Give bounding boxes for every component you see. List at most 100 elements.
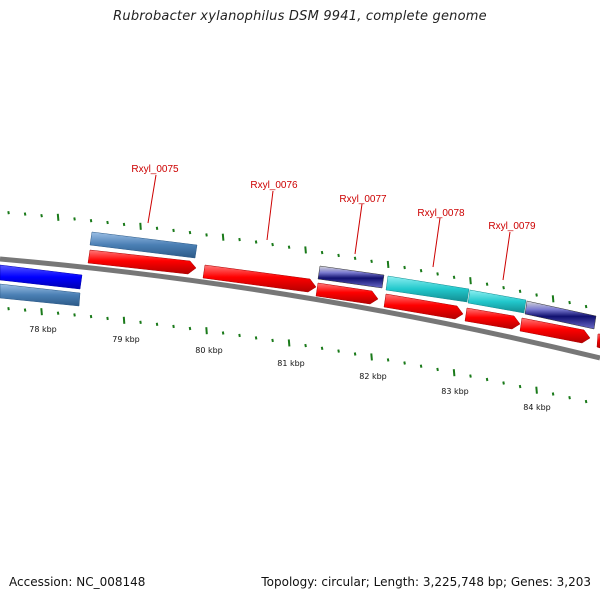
scale-tick [155,322,159,326]
cds-arrow-edge[interactable] [596,333,600,349]
feature-steel-upper[interactable] [89,231,198,259]
scale-tick [89,219,93,223]
scale-tick [304,246,307,254]
scale-tick [254,336,258,340]
scale-tick [73,313,76,317]
scale-tick [205,233,208,237]
gene-label-0078[interactable]: Rxyl_0078 [417,208,465,219]
scale-tick [122,222,126,227]
scale-tick [551,392,555,396]
scale-tick [188,230,192,235]
scale-tick [502,286,505,290]
scale-tick [370,353,373,361]
scale-tick [370,259,373,263]
kbp-label-79: 79 kbp [112,335,140,344]
scale-tick [320,250,324,255]
scale-tick [271,242,274,247]
scale-tick [320,346,324,350]
feature-navy-upper[interactable] [317,265,385,289]
scale-tick [40,308,43,316]
kbp-label-78: 78 kbp [29,325,57,334]
scale-tick [56,311,60,315]
upper-strand-features [0,231,597,330]
scale-tick [337,349,340,353]
kbp-label-81: 81 kbp [277,359,305,368]
scale-tick [238,333,241,338]
leader-0077 [354,203,363,255]
scale-tick [403,361,406,365]
lower-strand-features [0,283,81,307]
cds-arrow-0079[interactable] [464,307,521,330]
kbp-label-82: 82 kbp [359,372,387,381]
scale-tick [7,307,10,311]
scale-tick [221,331,225,335]
accession-text: Accession: NC_008148 [9,575,146,589]
kbp-label-80: 80 kbp [195,346,223,355]
scale-tick [238,237,241,242]
cds-arrow-0078[interactable] [383,293,464,320]
scale-tick [254,240,258,244]
cds-arrow-0075[interactable] [87,249,197,275]
scale-tick [221,233,225,241]
feature-blue-upper[interactable] [0,264,83,290]
gene-label-0079[interactable]: Rxyl_0079 [488,221,536,232]
leader-0076 [266,190,274,241]
scale-tick [584,399,588,404]
outer-scale-ticks [7,211,588,309]
scale-tick [568,300,571,305]
scale-tick [205,327,208,335]
scale-tick [584,304,588,309]
scale-tick [304,343,307,348]
scale-tick [139,320,142,324]
scale-tick [337,253,340,258]
gene-labels: Rxyl_0075 Rxyl_0076 Rxyl_0077 Rxyl_0078 … [131,164,536,232]
scale-tick [172,228,175,233]
scale-tick [485,377,489,382]
cds-arrow-0080[interactable] [519,317,591,344]
cds-arrows [87,249,600,349]
scale-tick [106,316,109,321]
scale-tick [23,308,27,312]
scale-tick [106,220,109,225]
kbp-label-83: 83 kbp [441,387,469,396]
kbp-label-84: 84 kbp [523,403,551,412]
scale-tick [403,265,406,270]
gene-label-0076[interactable]: Rxyl_0076 [250,180,298,191]
scale-tick [40,214,43,218]
scale-tick [551,295,555,303]
scale-tick [122,316,126,324]
gene-label-0077[interactable]: Rxyl_0077 [339,194,387,205]
cds-arrow-0077[interactable] [315,282,379,305]
scale-tick [7,211,10,215]
map-title: Rubrobacter xylanophilus DSM 9941, compl… [113,9,487,24]
cds-arrow-0076[interactable] [202,264,317,293]
scale-tick [469,374,472,378]
genome-backbone [0,256,600,361]
scale-tick [452,369,456,377]
gene-label-0075[interactable]: Rxyl_0075 [131,164,179,175]
gene-leaders [147,174,511,281]
scale-tick [155,226,159,230]
scale-tick [23,212,27,216]
scale-tick [56,213,60,221]
scale-tick [287,339,291,347]
leader-0079 [502,231,511,281]
scale-tick [436,272,439,276]
scale-tick [568,396,571,400]
scale-tick [386,260,390,268]
feature-navy-upper-2[interactable] [524,300,597,330]
feature-steel-lower[interactable] [0,283,81,307]
leader-0075 [147,174,157,224]
scale-tick [419,364,423,368]
scale-tick [353,256,357,260]
scale-tick [386,358,390,362]
scale-tick [419,269,423,273]
scale-tick [188,326,192,331]
scale-tick [287,245,291,249]
feature-cyan-upper-1[interactable] [385,275,470,303]
scale-tick [436,367,439,372]
scale-tick [502,381,505,385]
scale-tick [271,338,274,343]
feature-cyan-upper-2[interactable] [467,289,527,314]
